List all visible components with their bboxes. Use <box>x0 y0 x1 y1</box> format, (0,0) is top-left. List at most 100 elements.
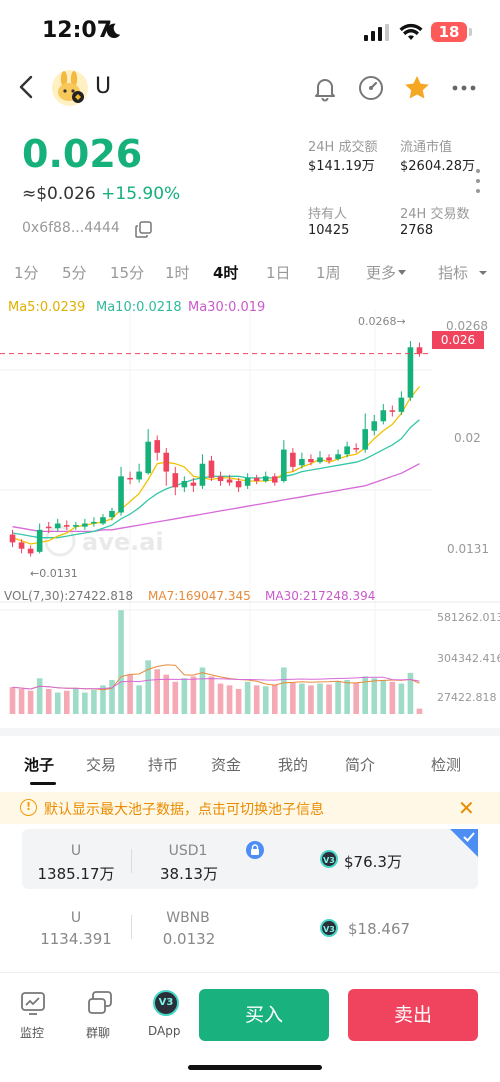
tick-volume-mid: 304342.416 <box>437 652 500 665</box>
stat-value-holders: 10425 <box>308 223 350 238</box>
speedometer-icon[interactable] <box>357 74 385 102</box>
monitor-label[interactable]: 监控 <box>20 1026 45 1040</box>
indicator-caret-icon <box>479 271 487 275</box>
contract-address: 0x6f88...4444 <box>22 220 120 236</box>
notice-banner[interactable] <box>0 792 500 824</box>
back-arrow-icon[interactable] <box>16 74 38 100</box>
tab-holdings[interactable]: 持币 <box>148 756 179 774</box>
sell-button[interactable]: 卖出 <box>348 989 478 1041</box>
volume-bar <box>181 678 188 714</box>
volume-bar <box>154 669 161 714</box>
token-name: U <box>95 74 112 99</box>
candle-body <box>82 523 88 527</box>
volume-bar <box>172 681 179 714</box>
volume-bar <box>208 676 215 714</box>
interval-1w[interactable]: 1周 <box>316 264 341 282</box>
candle-body <box>262 476 269 482</box>
price-chart[interactable]: ave.ai <box>0 310 500 720</box>
stat-label-tx-count: 24H 交易数 <box>400 207 470 222</box>
volume-bar <box>145 660 151 714</box>
pool-row-2[interactable] <box>0 903 500 963</box>
volume-bar <box>380 680 387 714</box>
tick-top-price: 0.0268 <box>446 319 488 333</box>
interval-1h[interactable]: 1时 <box>165 264 190 282</box>
candle-body <box>91 521 97 524</box>
volume-bar <box>100 685 106 714</box>
candle-body <box>253 477 260 482</box>
interval-5m[interactable]: 5分 <box>62 264 87 282</box>
interval-1m[interactable]: 1分 <box>14 264 39 282</box>
volume-bar <box>253 685 260 714</box>
active-tab-underline <box>30 782 56 785</box>
status-time: 12:07 <box>42 18 113 43</box>
candle-body <box>154 440 161 453</box>
tab-pool[interactable]: 池子 <box>24 756 55 774</box>
footer-divider <box>0 972 500 973</box>
tab-mine[interactable]: 我的 <box>278 756 309 774</box>
star-favorite-icon[interactable] <box>403 74 431 102</box>
interval-15m[interactable]: 15分 <box>110 264 145 282</box>
interval-4h[interactable]: 4时 <box>213 264 239 282</box>
ma-lines <box>12 386 421 545</box>
copy-icon[interactable] <box>135 221 152 238</box>
ma10-legend: Ma10:0.0218 <box>96 300 182 315</box>
interval-1d[interactable]: 1日 <box>266 264 291 282</box>
indicators-button[interactable]: 指标 <box>438 264 469 282</box>
volume-ma7-legend: MA7:169047.345 <box>148 589 251 603</box>
volume-bar <box>217 683 224 714</box>
volume-bar <box>54 692 61 714</box>
group-chat-label[interactable]: 群聊 <box>86 1026 111 1040</box>
tab-trades[interactable]: 交易 <box>86 756 117 774</box>
close-icon[interactable]: ✕ <box>458 796 475 820</box>
volume-bar <box>18 688 25 714</box>
candle-body <box>190 482 197 486</box>
candle-body <box>353 448 359 450</box>
candle-body <box>407 347 414 398</box>
group-chat-icon[interactable] <box>87 990 113 1016</box>
pool-row-selected[interactable] <box>22 829 478 889</box>
dapp-label[interactable]: DApp <box>148 1024 181 1038</box>
tick-volume-top: 581262.013 <box>437 611 500 624</box>
pool1-amount-b: 38.13万 <box>160 865 218 883</box>
candle-body <box>9 534 16 543</box>
candle-body <box>362 429 369 450</box>
buy-button[interactable]: 买入 <box>199 989 329 1041</box>
candle-body <box>136 471 142 480</box>
volume-bar <box>235 688 242 714</box>
watermark-text: ave.ai <box>82 528 164 556</box>
candle-body <box>308 459 314 463</box>
volume-bar <box>407 672 414 714</box>
pool1-divider <box>131 849 132 873</box>
bell-icon[interactable] <box>311 74 339 102</box>
more-options-icon[interactable] <box>450 74 478 102</box>
monitor-icon[interactable] <box>20 990 46 1016</box>
candle-body <box>344 446 350 455</box>
battery-tip <box>469 28 472 36</box>
volume-bar <box>344 680 350 714</box>
candle-body <box>244 477 251 486</box>
tab-intro[interactable]: 简介 <box>345 756 376 774</box>
warning-icon: ! <box>20 799 37 816</box>
candle-body <box>199 463 206 486</box>
pool1-amount-a: 1385.17万 <box>37 865 115 883</box>
tab-check[interactable]: 检测 <box>431 756 462 774</box>
vertical-more-icon[interactable] <box>474 166 482 196</box>
candle-body <box>45 526 52 529</box>
volume-bar <box>271 684 278 714</box>
dapp-icon[interactable]: V3 <box>153 990 179 1016</box>
tick-mid-price: 0.02 <box>454 431 481 445</box>
volume-bars <box>9 610 423 714</box>
pool2-value: $18.467 <box>348 920 411 938</box>
signal-icon <box>364 24 389 41</box>
interval-more[interactable]: 更多 <box>366 264 397 282</box>
volume-bar <box>290 682 296 714</box>
candle-body <box>109 510 115 518</box>
volume-bar <box>91 689 97 714</box>
volume-bar <box>9 687 16 714</box>
v3-badge-icon-2: V3 <box>320 919 338 937</box>
volume-bar <box>118 610 124 714</box>
notice-text: 默认显示最大池子数据，点击可切换池子信息 <box>44 802 324 818</box>
tab-funds[interactable]: 资金 <box>211 756 242 774</box>
candle-body <box>290 452 296 467</box>
volume-bar <box>362 676 369 714</box>
